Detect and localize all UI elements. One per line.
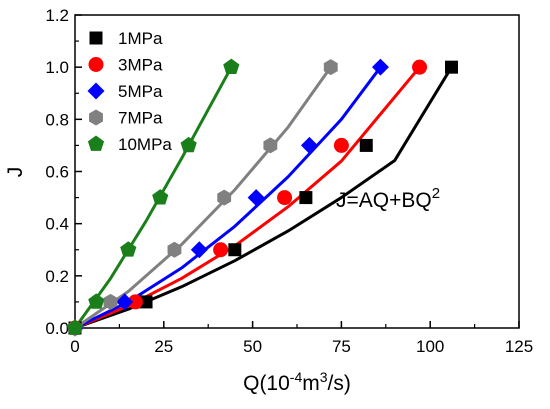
y-axis-ticks: 0.0 0.2 0.4 0.6 0.8 1.0 1.2 (45, 6, 82, 338)
data-point-5MPa (190, 241, 208, 259)
legend-marker-3MPa (88, 57, 104, 72)
data-point-10MPa (120, 241, 137, 257)
data-point-1MPa (139, 295, 153, 309)
x-axis-title: Q(10-4m3/s) (243, 369, 351, 395)
data-point-3MPa (277, 190, 293, 206)
data-point-1MPa (359, 138, 373, 152)
y-tick-label: 1.2 (45, 6, 69, 25)
y-tick-label: 0.8 (45, 110, 69, 129)
data-point-7MPa (323, 59, 338, 76)
y-tick-label: 0.0 (45, 319, 69, 338)
x-tick-label: 25 (154, 337, 173, 356)
legend: 1MPa 3MPa 5MPa 7MPa 10MPa (87, 29, 172, 154)
data-point-10MPa (152, 189, 169, 205)
data-point-1MPa (299, 191, 313, 205)
data-point-7MPa (103, 293, 118, 310)
data-point-3MPa (412, 59, 428, 75)
legend-marker-10MPa (87, 135, 105, 151)
legend-label-10MPa: 10MPa (118, 135, 172, 154)
data-markers (66, 58, 459, 337)
data-point-1MPa (228, 243, 242, 257)
x-tick-label: 100 (416, 337, 444, 356)
legend-label-1MPa: 1MPa (118, 29, 163, 48)
data-point-7MPa (167, 241, 182, 258)
data-point-10MPa (66, 319, 84, 335)
data-point-3MPa (333, 137, 349, 153)
legend-label-3MPa: 3MPa (118, 56, 163, 75)
data-point-10MPa (223, 58, 240, 75)
formula-annotation: J=AQ+BQ2 (336, 185, 440, 212)
data-point-10MPa (88, 293, 105, 309)
data-point-3MPa (127, 294, 143, 310)
data-point-7MPa (217, 189, 232, 206)
data-point-10MPa (180, 136, 197, 153)
fit-curve-7MPa (74, 66, 332, 330)
legend-marker-7MPa (89, 109, 103, 126)
data-point-5MPa (116, 293, 134, 311)
y-tick-label: 1.0 (45, 58, 69, 77)
data-point-3MPa (213, 242, 229, 258)
data-point-5MPa (371, 58, 389, 76)
y-tick-label: 0.2 (45, 267, 69, 286)
fit-curve-10MPa (73, 66, 233, 329)
legend-marker-5MPa (87, 82, 105, 100)
x-tick-label: 125 (505, 337, 533, 356)
legend-label-7MPa: 7MPa (118, 109, 163, 128)
legend-marker-1MPa (89, 31, 103, 45)
data-point-5MPa (300, 136, 318, 154)
x-tick-label: 50 (243, 337, 262, 356)
data-point-5MPa (247, 189, 265, 207)
data-point-7MPa (263, 137, 278, 154)
y-tick-label: 0.6 (45, 163, 69, 182)
data-point-1MPa (445, 60, 459, 74)
legend-label-5MPa: 5MPa (118, 82, 163, 101)
x-axis-ticks: 0 25 50 75 100 125 (70, 321, 533, 356)
x-tick-label: 0 (70, 337, 79, 356)
x-tick-label: 75 (332, 337, 351, 356)
y-tick-label: 0.4 (45, 215, 69, 234)
y-axis-title: J (4, 167, 27, 178)
